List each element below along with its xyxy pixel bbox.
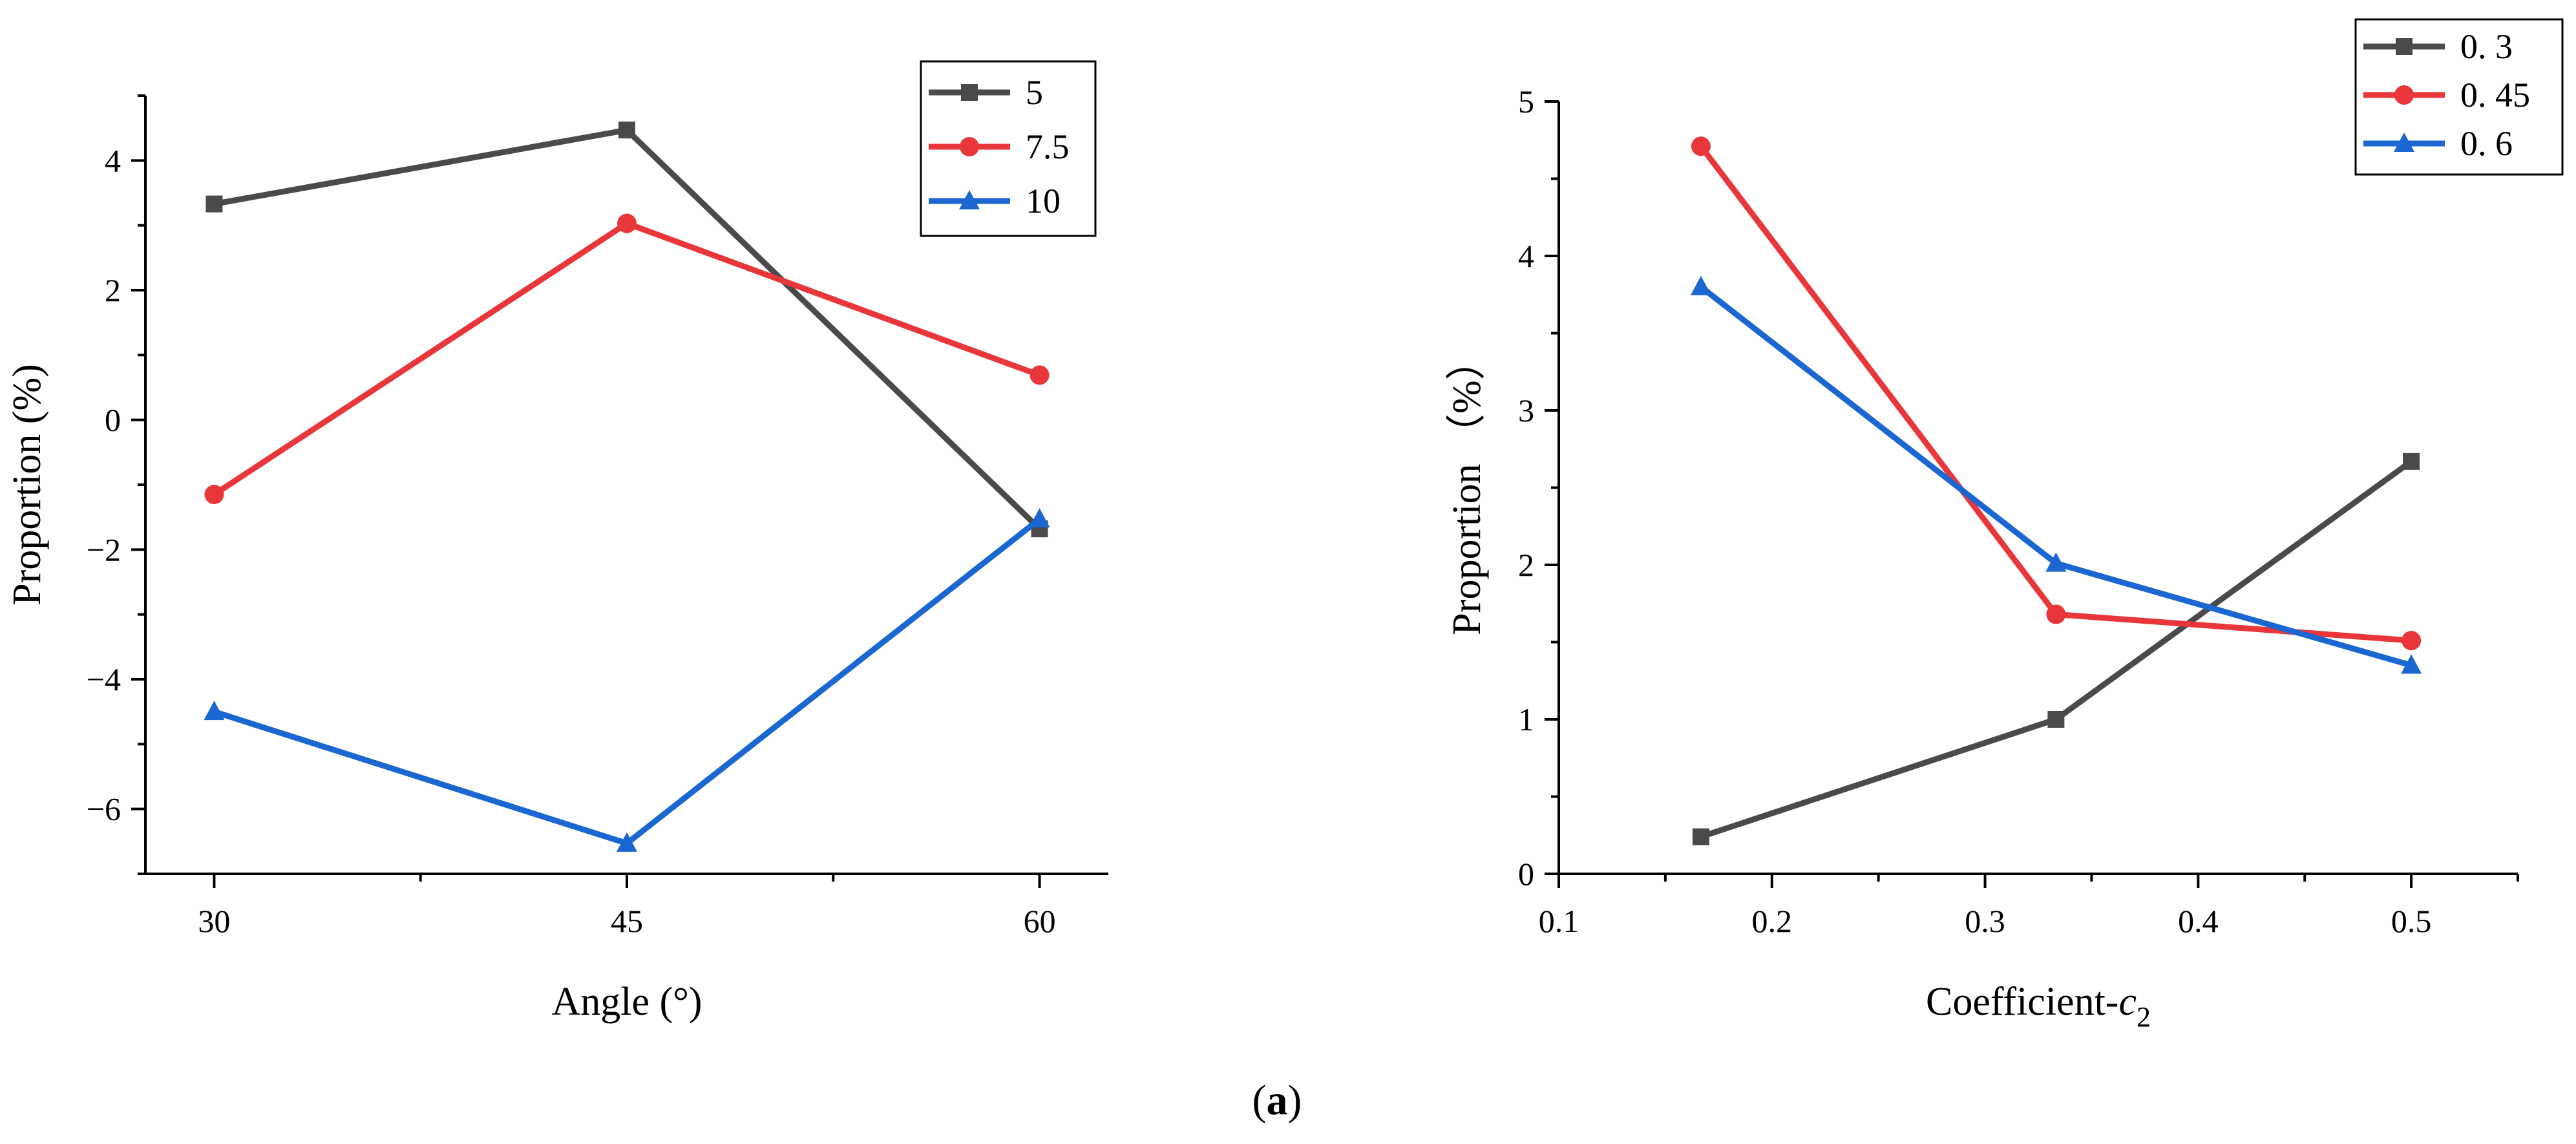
y-tick-label: 2: [1518, 547, 1534, 583]
series-2: [204, 508, 1050, 852]
x-axis-title-subscript: 2: [2137, 1001, 2151, 1033]
legend: 0. 3 0. 45 0. 6: [2354, 18, 2564, 176]
y-axis-title: Proportion （%）: [1445, 340, 1489, 635]
chart-angle: −6 −4 −2 0 2 4 30 45 60 Angle (°) Proportion (%) 5 7…: [5, 60, 1108, 1024]
data-point: [1029, 365, 1050, 385]
series-1: [204, 213, 1050, 505]
x-axis-title-text: Coefficient-: [1926, 980, 2118, 1024]
data-point: [618, 122, 635, 139]
caption-open-paren: (: [1252, 1077, 1267, 1124]
legend-marker: [2394, 85, 2414, 105]
data-point: [2402, 631, 2422, 651]
legend-marker: [961, 84, 978, 101]
legend-label: 7.5: [1026, 127, 1070, 166]
y-tick-label: 0: [1518, 856, 1534, 892]
legend-label: 5: [1026, 73, 1043, 112]
series-2: [1690, 275, 2422, 674]
caption-close-paren: ): [1288, 1077, 1302, 1124]
legend-marker: [960, 137, 979, 156]
x-tick-label: 30: [198, 903, 230, 939]
legend: 5 7.5 10: [920, 60, 1097, 237]
y-tick-label: −2: [87, 531, 121, 567]
data-point: [2047, 711, 2065, 728]
y-tick-label: 3: [1518, 392, 1534, 429]
legend-marker: [2396, 38, 2412, 55]
data-point: [204, 485, 224, 505]
data-point: [204, 701, 225, 721]
y-tick-label: −6: [87, 791, 121, 827]
data-point: [206, 195, 223, 213]
y-tick-label: 4: [1518, 238, 1534, 274]
x-tick-label: 0.5: [2391, 903, 2432, 939]
data-point: [2401, 654, 2422, 674]
x-tick-label: 45: [611, 903, 643, 939]
series-0: [1692, 452, 2420, 845]
y-tick-label: 5: [1518, 83, 1534, 120]
y-tick-label: 0: [105, 402, 121, 438]
data-point: [2046, 604, 2066, 624]
y-axis-title: Proportion (%): [5, 364, 49, 606]
legend-label: 0. 3: [2460, 27, 2513, 66]
y-tick-label: 2: [105, 272, 121, 308]
legend-label: 0. 45: [2460, 76, 2530, 114]
x-tick-label: 0.4: [2178, 903, 2219, 939]
legend-label: 0. 6: [2460, 124, 2513, 163]
data-point: [2045, 552, 2067, 572]
x-tick-label: 60: [1024, 903, 1056, 939]
legend-marker: [2394, 132, 2414, 152]
data-point: [1690, 275, 1711, 295]
legend-marker: [959, 190, 980, 209]
x-axis-title-variable: c: [2118, 980, 2137, 1024]
data-point: [1029, 508, 1050, 528]
x-tick-label: 0.3: [1965, 903, 2005, 939]
y-tick-label: −4: [87, 661, 121, 697]
data-point: [2403, 452, 2420, 470]
figure-caption: (a): [1252, 1077, 1302, 1124]
x-axis-title: Angle (°): [551, 980, 702, 1024]
caption-label: a: [1267, 1077, 1288, 1124]
data-point: [617, 832, 637, 852]
data-point: [617, 213, 637, 233]
y-tick-label: 1: [1518, 701, 1534, 737]
x-tick-label: 0.2: [1752, 903, 1793, 939]
x-tick-label: 0.1: [1539, 903, 1579, 939]
data-point: [1691, 136, 1711, 156]
data-point: [1692, 828, 1709, 845]
x-axis-title: Coefficient-c2: [1926, 980, 2151, 1033]
y-tick-label: 4: [105, 142, 121, 178]
legend-label: 10: [1026, 182, 1061, 220]
